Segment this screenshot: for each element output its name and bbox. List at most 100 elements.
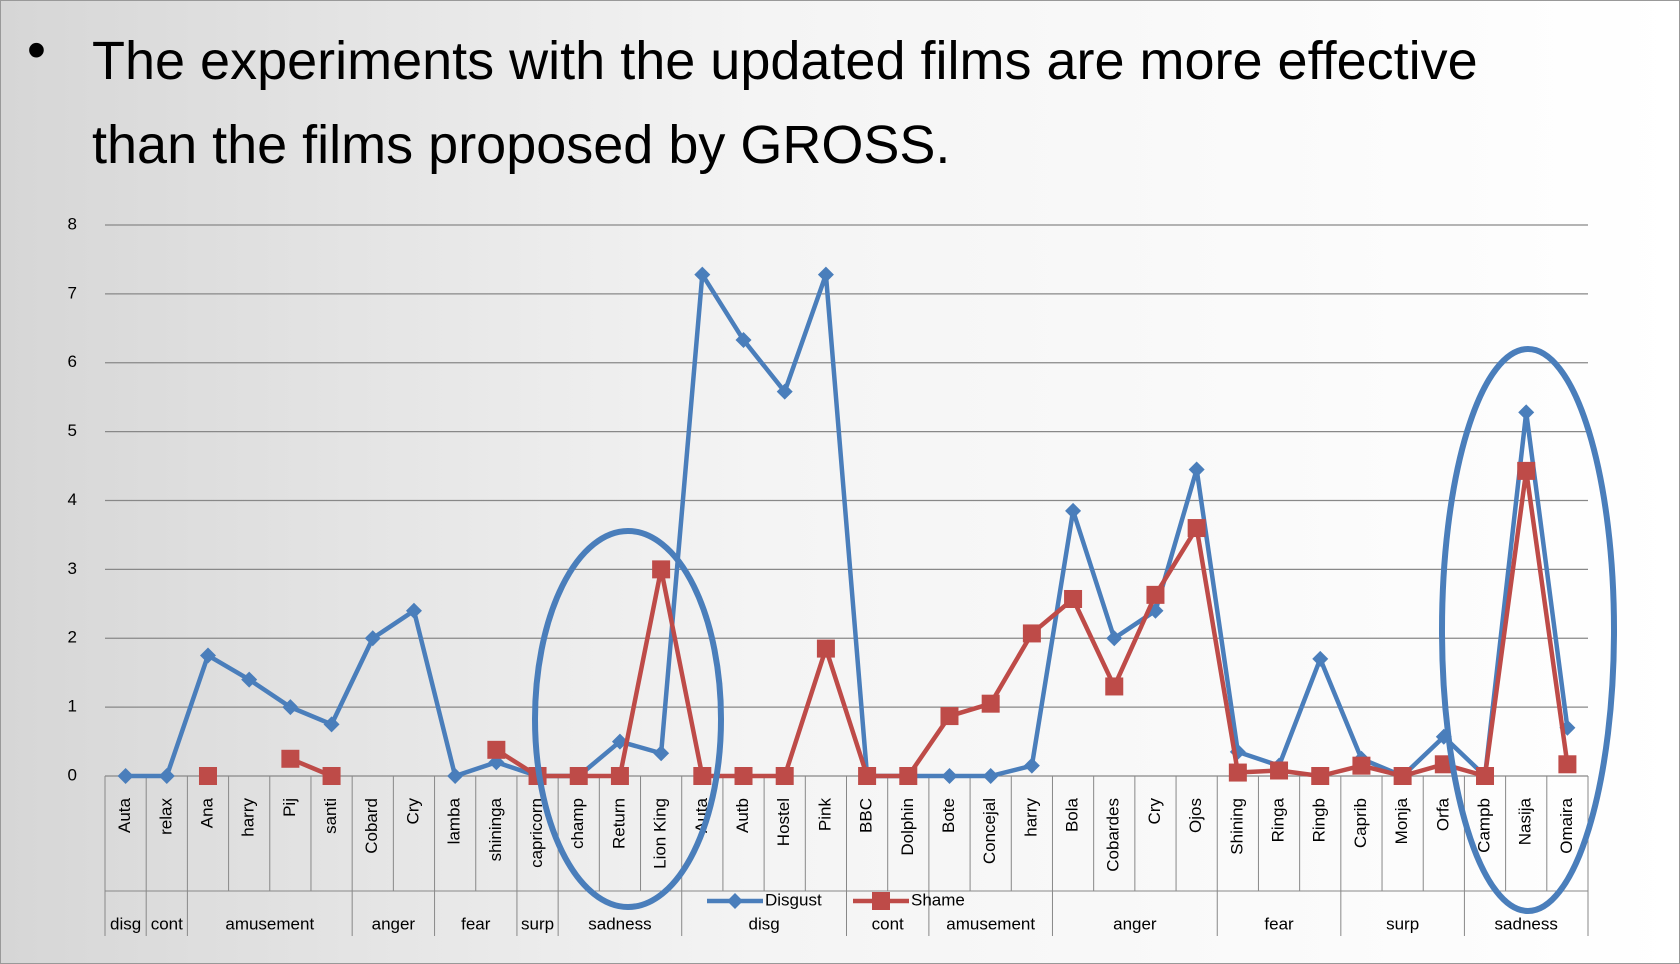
- point: [241, 671, 258, 688]
- legend-label: Disgust: [765, 890, 822, 909]
- x-tick-label: Return: [609, 798, 628, 849]
- point: [1476, 767, 1495, 785]
- point: [653, 745, 670, 762]
- y-tick-label: 7: [68, 283, 77, 302]
- point: [282, 699, 299, 716]
- point: [941, 768, 958, 784]
- point: [1064, 589, 1083, 608]
- group-label: sadness: [588, 914, 651, 933]
- x-tick-label: champ: [568, 798, 587, 849]
- x-tick-label: capricorn: [527, 798, 546, 868]
- x-tick-label: BBC: [857, 798, 876, 833]
- point: [1065, 502, 1082, 519]
- x-tick-label: Concejal: [980, 798, 999, 864]
- x-tick-label: Orfa: [1433, 797, 1452, 831]
- x-tick-label: Ojos: [1186, 798, 1205, 833]
- y-tick-label: 4: [68, 490, 77, 509]
- point: [816, 639, 835, 658]
- point: [734, 767, 753, 785]
- point: [610, 767, 629, 785]
- point: [447, 768, 464, 784]
- point: [1022, 624, 1041, 643]
- x-tick-label: Bola: [1063, 797, 1082, 832]
- x-tick-label: Omaira: [1557, 797, 1576, 853]
- y-tick-label: 3: [68, 559, 77, 578]
- y-tick-label: 1: [68, 697, 77, 716]
- group-label: amusement: [946, 914, 1035, 933]
- group-label: fear: [1264, 914, 1294, 933]
- x-tick-label: Cobardes: [1104, 798, 1123, 872]
- x-tick-label: shininga: [486, 797, 505, 861]
- group-label: fear: [461, 914, 491, 933]
- group-label: anger: [1113, 914, 1157, 933]
- point: [776, 383, 793, 400]
- point: [117, 768, 134, 784]
- y-tick-label: 2: [68, 628, 77, 647]
- point: [1105, 677, 1124, 696]
- point: [1106, 630, 1123, 647]
- group-label: surp: [521, 914, 554, 933]
- x-tick-label: harry: [239, 798, 258, 837]
- legend-label: Shame: [911, 890, 965, 909]
- point: [198, 767, 217, 785]
- x-tick-label: Auta: [115, 797, 134, 833]
- point: [693, 767, 712, 785]
- x-tick-label: Shining: [1227, 798, 1246, 855]
- x-tick-label: lamba: [445, 797, 464, 844]
- x-tick-label: Cobard: [362, 798, 381, 854]
- point: [1146, 585, 1165, 604]
- point: [727, 893, 743, 909]
- point: [281, 749, 300, 768]
- point: [1228, 763, 1247, 782]
- point: [1393, 767, 1412, 785]
- point: [1311, 767, 1330, 785]
- group-label: cont: [151, 914, 183, 933]
- slide-text: The experiments with the updated films a…: [92, 31, 1478, 175]
- point: [982, 768, 999, 784]
- point: [652, 560, 671, 579]
- x-tick-label: santi: [321, 798, 340, 834]
- point: [364, 630, 381, 647]
- x-tick-label: Dolphin: [898, 798, 917, 856]
- point: [323, 716, 340, 733]
- group-label: sadness: [1495, 914, 1558, 933]
- point: [775, 767, 794, 785]
- point: [858, 767, 877, 785]
- point: [1434, 755, 1453, 774]
- point: [1270, 761, 1289, 780]
- point: [1517, 461, 1536, 480]
- point: [1518, 404, 1535, 421]
- x-tick-label: Ringa: [1269, 797, 1288, 842]
- x-tick-label: Pink: [815, 798, 834, 832]
- point: [981, 694, 1000, 713]
- point: [1187, 519, 1206, 538]
- group-label: anger: [372, 914, 416, 933]
- point: [735, 332, 752, 349]
- point: [872, 892, 890, 910]
- bullet: •: [27, 20, 46, 80]
- x-tick-label: Autb: [733, 798, 752, 833]
- point: [1312, 650, 1329, 667]
- x-tick-label: Hostel: [774, 798, 793, 846]
- point: [1558, 755, 1577, 774]
- x-tick-label: Monja: [1392, 797, 1411, 844]
- x-tick-label: Caprib: [1351, 798, 1370, 848]
- x-tick-label: Nasija: [1516, 797, 1535, 845]
- group-label: disg: [749, 914, 780, 933]
- y-tick-label: 0: [68, 765, 77, 784]
- point: [1188, 461, 1205, 478]
- x-tick-label: Ana: [197, 797, 216, 828]
- highlight-ellipse: [532, 528, 724, 910]
- x-tick-label: Campb: [1474, 798, 1493, 853]
- x-tick-label: relax: [156, 798, 175, 835]
- point: [1023, 757, 1040, 774]
- point: [199, 647, 216, 664]
- point: [817, 266, 834, 283]
- point: [322, 767, 341, 785]
- point: [1352, 756, 1371, 775]
- x-tick-label: Pij: [280, 798, 299, 817]
- point: [940, 707, 959, 726]
- point: [694, 266, 711, 283]
